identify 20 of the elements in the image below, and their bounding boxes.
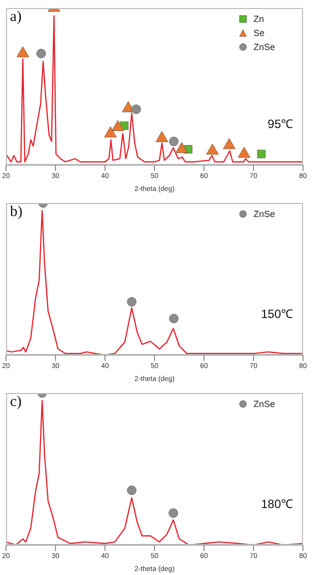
- annotation: a): [10, 9, 22, 26]
- legend-label: ZnSe: [253, 398, 275, 411]
- annotation: 180℃: [260, 496, 293, 512]
- point: [206, 144, 219, 155]
- point: [222, 138, 236, 150]
- annotation: 150℃: [260, 306, 293, 322]
- legend-label: ZnSe: [253, 208, 275, 221]
- legend-label: Zn: [253, 13, 264, 26]
- annotation: c): [10, 394, 22, 411]
- annotation: 95℃: [268, 116, 293, 132]
- annotation: b): [10, 204, 22, 221]
- legend-label: Se: [253, 27, 264, 40]
- legend-label: ZnSe: [253, 41, 275, 54]
- point: [156, 131, 168, 142]
- point: [36, 48, 46, 58]
- point: [104, 126, 117, 138]
- point: [238, 146, 250, 158]
- point: [112, 120, 124, 132]
- point: [175, 142, 188, 154]
- point: [131, 104, 141, 114]
